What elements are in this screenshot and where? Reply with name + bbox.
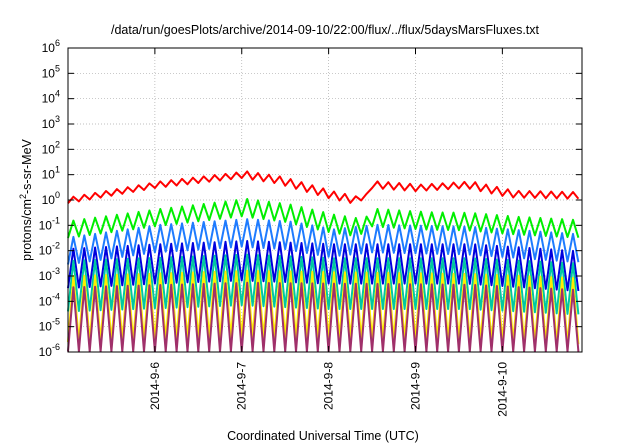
- y-tick-label: 106: [42, 38, 60, 55]
- y-tick-label-base: 10: [39, 320, 53, 334]
- y-tick-label: 10-4: [39, 291, 60, 308]
- x-axis-label: Coordinated Universal Time (UTC): [227, 429, 419, 443]
- chart-title: /data/run/goesPlots/archive/2014-09-10/2…: [111, 23, 540, 37]
- series-line-7: [67, 281, 580, 353]
- y-tick-label-base: 10: [39, 294, 53, 308]
- plot-frame: [67, 47, 583, 353]
- y-tick-label-base: 10: [42, 142, 56, 156]
- x-tick-label: 2014-9-8: [322, 362, 336, 410]
- x-tick-label: 2014-9-7: [235, 362, 249, 410]
- y-tick-label: 104: [42, 89, 60, 106]
- y-tick-label-base: 10: [42, 168, 56, 182]
- y-tick-label-exp: 1: [55, 165, 60, 175]
- series-layer: [67, 170, 580, 353]
- y-tick-label-base: 10: [39, 218, 53, 232]
- y-tick-label: 10-2: [39, 241, 60, 258]
- y-tick-label-base: 10: [42, 193, 56, 207]
- y-tick-label-base: 10: [39, 244, 53, 258]
- y-tick-label-exp: -5: [52, 317, 60, 327]
- y-tick-label-exp: 0: [55, 190, 60, 200]
- y-tick-label: 102: [42, 139, 60, 156]
- y-tick-label: 10-6: [39, 342, 60, 359]
- series-line-3: [67, 218, 580, 265]
- series-line-2: [67, 198, 580, 239]
- y-tick-label-exp: -2: [52, 241, 60, 251]
- y-tick-label-base: 10: [39, 345, 53, 359]
- y-tick-label-exp: 2: [55, 139, 60, 149]
- x-tick-label: 2014-9-9: [408, 362, 422, 410]
- x-tick-label: 2014-9-10: [495, 362, 509, 417]
- y-tick-label-exp: 5: [55, 63, 60, 73]
- y-tick-label-exp: -3: [52, 266, 60, 276]
- y-tick-label-base: 10: [39, 269, 53, 283]
- y-axis-label: protons/cm2-s-sr-MeV: [18, 138, 34, 260]
- y-tick-label: 105: [42, 63, 60, 80]
- y-axis-label-sup: 2: [18, 194, 28, 199]
- y-tick-label-base: 10: [42, 92, 56, 106]
- axes: 10610510410310210110010-110-210-310-410-…: [39, 38, 583, 417]
- series-line-1: [67, 170, 580, 204]
- y-axis-label-base: protons/cm: [20, 199, 34, 261]
- y-tick-label-exp: 4: [55, 89, 60, 99]
- y-tick-label-base: 10: [42, 66, 56, 80]
- y-tick-label: 10-5: [39, 317, 60, 334]
- y-axis-label-rest: -s-sr-MeV: [20, 138, 34, 194]
- y-tick-label: 10-1: [39, 215, 60, 232]
- y-tick-label: 101: [42, 165, 60, 182]
- y-tick-label: 100: [42, 190, 60, 207]
- series-line-5: [67, 253, 580, 315]
- y-tick-label: 10-3: [39, 266, 60, 283]
- y-tick-label-exp: -1: [52, 215, 60, 225]
- y-tick-label: 103: [42, 114, 60, 131]
- y-tick-label-exp: -6: [52, 342, 60, 352]
- y-tick-label-exp: -4: [52, 291, 60, 301]
- y-tick-label-base: 10: [42, 117, 56, 131]
- x-tick-label: 2014-9-6: [148, 362, 162, 410]
- y-tick-label-exp: 3: [55, 114, 60, 124]
- y-tick-label-base: 10: [42, 41, 56, 55]
- series-line-4: [67, 240, 580, 292]
- y-tick-label-exp: 6: [55, 38, 60, 48]
